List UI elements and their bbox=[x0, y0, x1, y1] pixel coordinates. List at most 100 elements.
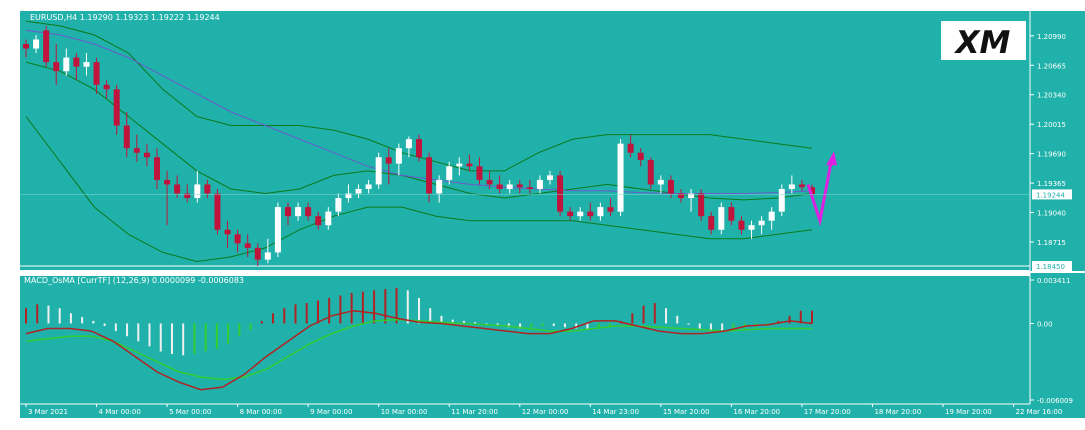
candle bbox=[577, 207, 584, 221]
time-tick-label: 19 Mar 20:00 bbox=[945, 408, 992, 416]
price-tick-label: 1.20015 bbox=[1037, 121, 1066, 129]
candle bbox=[375, 152, 382, 189]
candle-body bbox=[143, 152, 150, 158]
candle-body bbox=[305, 207, 312, 217]
forecast-path bbox=[806, 156, 834, 227]
candle bbox=[194, 170, 201, 203]
candle-body bbox=[204, 184, 211, 194]
time-tick-label: 14 Mar 23:00 bbox=[592, 408, 639, 416]
candle-body bbox=[637, 152, 644, 160]
macd-line bbox=[25, 309, 813, 391]
main-plot-area bbox=[20, 11, 1030, 270]
candle bbox=[627, 134, 634, 158]
time-tick-label: 8 Mar 00:00 bbox=[240, 408, 282, 416]
candle-body bbox=[345, 193, 352, 199]
candle-body bbox=[526, 187, 533, 189]
candle-body bbox=[113, 89, 120, 126]
candle bbox=[516, 179, 523, 194]
candle bbox=[567, 207, 574, 221]
candle bbox=[526, 179, 533, 194]
candle-body bbox=[274, 207, 281, 253]
candle bbox=[33, 34, 40, 54]
candle-body bbox=[214, 193, 221, 230]
candle-body bbox=[285, 207, 291, 217]
candle bbox=[637, 148, 644, 167]
time-tick-label: 9 Mar 00:00 bbox=[310, 408, 352, 416]
candle-body bbox=[778, 188, 785, 212]
candle bbox=[154, 148, 160, 189]
time-tick-label: 11 Mar 20:00 bbox=[451, 408, 498, 416]
candle bbox=[547, 170, 553, 185]
candle-body bbox=[446, 166, 453, 180]
candle-body bbox=[496, 184, 503, 189]
candle bbox=[597, 202, 604, 221]
candle bbox=[133, 134, 140, 162]
candle-body bbox=[184, 193, 191, 199]
candle-body bbox=[365, 184, 372, 189]
candle bbox=[23, 39, 29, 58]
candle-body bbox=[33, 39, 40, 49]
candle bbox=[93, 57, 100, 94]
candle-body bbox=[466, 163, 473, 167]
xm-logo: XM bbox=[941, 21, 1026, 61]
candle bbox=[436, 175, 443, 203]
candle-body bbox=[103, 84, 110, 90]
candle bbox=[506, 179, 513, 194]
candle-body bbox=[375, 157, 382, 185]
candle bbox=[335, 193, 342, 217]
candle bbox=[214, 188, 221, 235]
candle bbox=[395, 143, 402, 176]
main-chart-title: EURUSD,H4 1.19290 1.19323 1.19222 1.1924… bbox=[30, 13, 220, 22]
candle-body bbox=[224, 229, 231, 235]
candle-body bbox=[708, 216, 715, 230]
candle-body bbox=[174, 184, 181, 194]
macd-title: MACD_OsMA [CurrTF] (12,26,9) 0.0000099 -… bbox=[24, 276, 244, 285]
candle bbox=[446, 161, 453, 185]
candle-body bbox=[647, 159, 654, 185]
candle-body bbox=[93, 62, 100, 85]
candle bbox=[103, 80, 110, 99]
candle-body bbox=[244, 243, 251, 248]
price-tick-label: 1.19690 bbox=[1037, 151, 1066, 159]
candle bbox=[718, 202, 725, 235]
price-tick-label: 1.19365 bbox=[1037, 180, 1066, 188]
candle bbox=[456, 157, 463, 176]
candle bbox=[688, 188, 695, 212]
candle-body bbox=[698, 193, 705, 217]
candle-body bbox=[748, 225, 755, 230]
candle bbox=[798, 179, 805, 191]
candle-body bbox=[405, 139, 412, 149]
candle-body bbox=[506, 184, 513, 189]
candle-body bbox=[738, 220, 745, 230]
candle bbox=[305, 202, 312, 221]
candle-body bbox=[657, 179, 664, 185]
candle bbox=[607, 198, 614, 217]
candle bbox=[587, 202, 594, 221]
candle-body bbox=[395, 148, 402, 164]
candle-body bbox=[768, 211, 775, 221]
candle bbox=[43, 25, 50, 67]
current-price-label: 1.19244 bbox=[1036, 191, 1065, 199]
candle bbox=[315, 211, 322, 230]
price-tick-label: 1.20665 bbox=[1037, 62, 1066, 70]
candle bbox=[365, 179, 372, 194]
time-tick-label: 22 Mar 16:00 bbox=[1016, 408, 1063, 416]
candle-body bbox=[164, 179, 171, 185]
candle-body bbox=[133, 148, 140, 153]
candle bbox=[385, 148, 392, 185]
candle-body bbox=[426, 157, 433, 194]
price-tick-label: 1.20990 bbox=[1037, 33, 1066, 41]
candle bbox=[536, 175, 543, 194]
candle-body bbox=[436, 179, 443, 194]
candle bbox=[325, 207, 332, 230]
candle bbox=[113, 84, 120, 135]
candle-body bbox=[718, 207, 725, 230]
candle bbox=[768, 207, 775, 230]
candle bbox=[295, 202, 302, 221]
candle-body bbox=[567, 211, 574, 217]
time-tick-label: 10 Mar 00:00 bbox=[381, 408, 428, 416]
candle-body bbox=[264, 252, 271, 260]
candle-body bbox=[627, 143, 634, 153]
candle-body bbox=[587, 211, 594, 217]
